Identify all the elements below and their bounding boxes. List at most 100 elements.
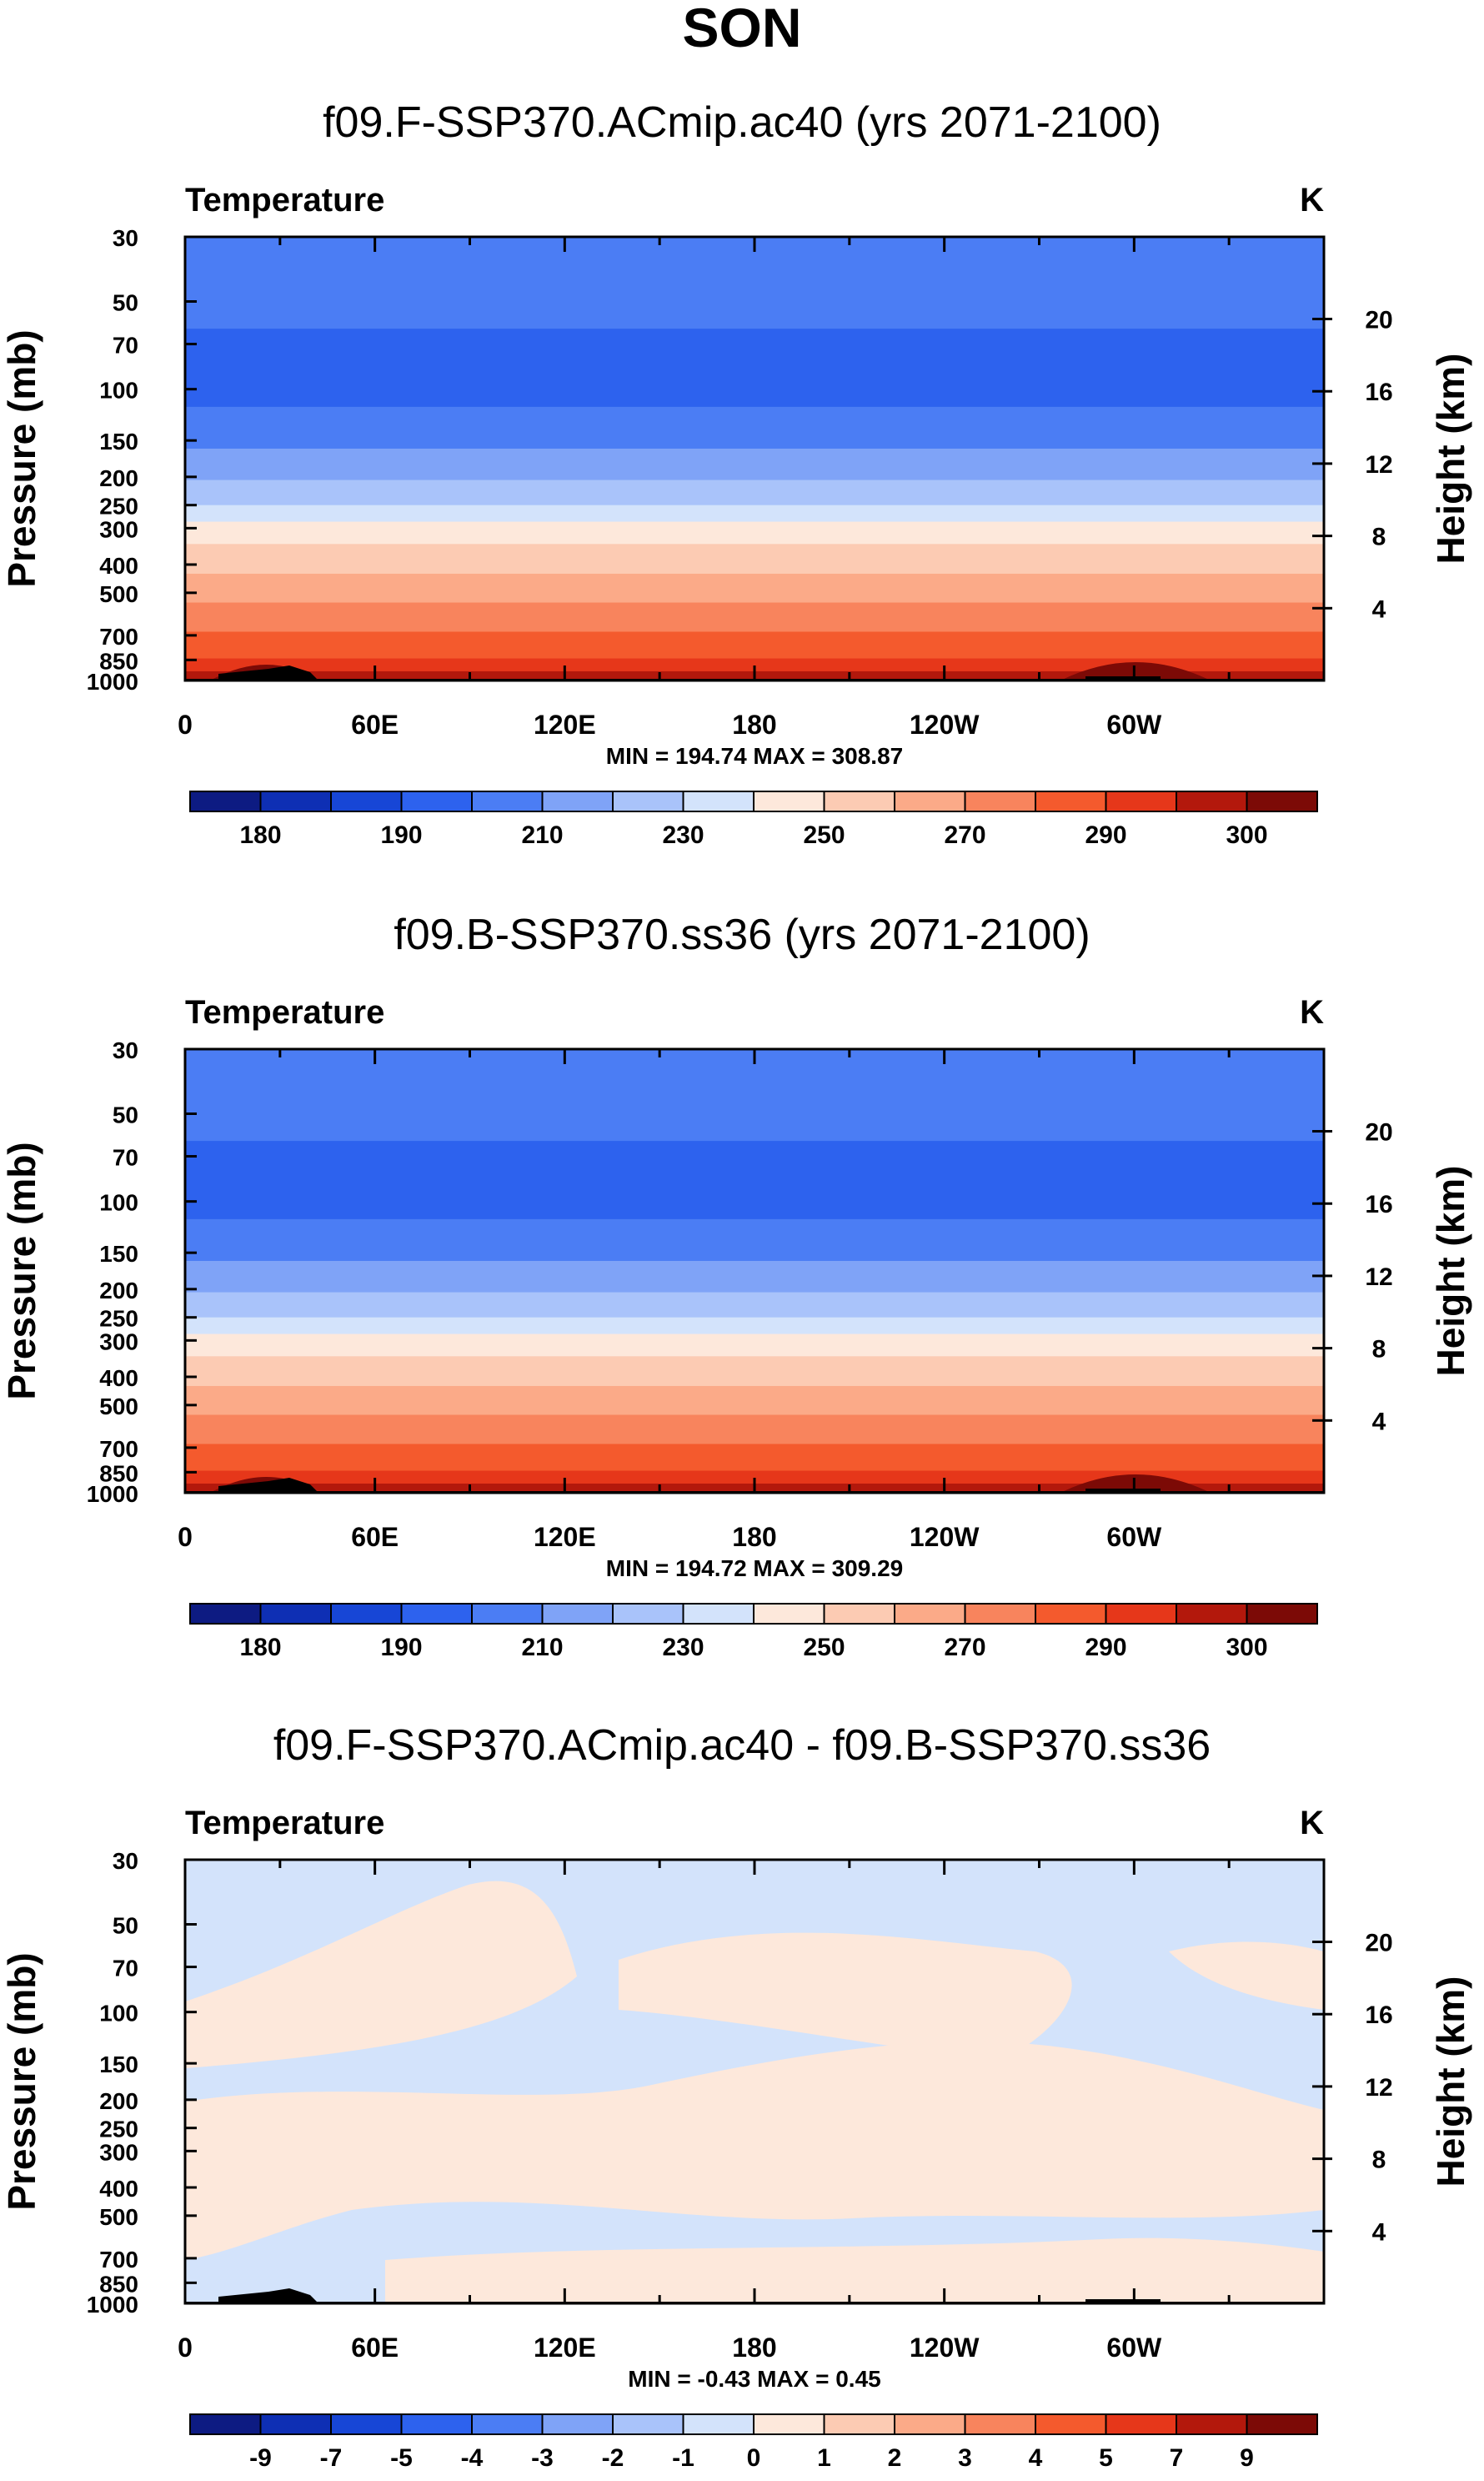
contour-band	[185, 1333, 1324, 1358]
colorbar-label: 210	[521, 821, 563, 849]
panel-1: f09.F-SSP370.ACmip.ac40 (yrs 2071-2100) T…	[0, 98, 1472, 849]
pressure-tick-label: 300	[99, 1328, 138, 1354]
colorbar-cell	[1246, 2413, 1318, 2435]
contour-band	[185, 406, 1324, 449]
lon-tick-label: 60E	[351, 1522, 399, 1552]
panel-title: f09.F-SSP370.ACmip.ac40 - f09.B-SSP370.s…	[273, 1721, 1211, 1770]
height-tick-label: 16	[1365, 1191, 1392, 1218]
colorbar-label: 290	[1085, 1634, 1126, 1661]
colorbar-cell	[1105, 791, 1177, 812]
colorbar-cell	[1035, 791, 1107, 812]
contour-band	[185, 1218, 1324, 1262]
min-max-label: MIN = 194.74 MAX = 308.87	[606, 743, 903, 769]
pressure-tick-label: 200	[99, 465, 138, 491]
colorbar-label: 0	[747, 2444, 761, 2472]
pressure-tick-label: 300	[99, 516, 138, 542]
colorbar-label: -4	[461, 2444, 484, 2472]
figure-title: SON	[682, 0, 801, 58]
height-tick-label: 12	[1365, 1263, 1392, 1291]
colorbar-cell	[1246, 791, 1318, 812]
contour-band	[185, 1444, 1324, 1472]
pressure-tick-label: 100	[99, 1190, 138, 1216]
y-axis-right-label: Height (km)	[1429, 1166, 1472, 1377]
panel-2: f09.B-SSP370.ss36 (yrs 2071-2100) Tempera…	[0, 911, 1472, 1661]
colorbar-label: -1	[672, 2444, 694, 2472]
y-axis-right-label: Height (km)	[1429, 1976, 1472, 2187]
pressure-tick-label: 400	[99, 1365, 138, 1391]
colorbar-cell	[189, 1603, 262, 1625]
contour-band	[185, 1292, 1324, 1318]
topography	[218, 2288, 318, 2303]
colorbar-cell	[682, 1603, 755, 1625]
lon-tick-label: 0	[178, 2333, 193, 2363]
colorbar-cell	[1246, 1603, 1318, 1625]
colorbar-cell	[330, 791, 403, 812]
pressure-tick-label: 200	[99, 2088, 138, 2114]
panel-3: f09.F-SSP370.ACmip.ac40 - f09.B-SSP370.s…	[0, 1721, 1472, 2472]
colorbar-cell	[894, 2413, 966, 2435]
pressure-tick-label: 70	[113, 1145, 138, 1171]
pressure-tick-label: 850	[99, 2271, 138, 2297]
pressure-tick-label: 250	[99, 494, 138, 520]
lon-tick-label: 120E	[534, 1522, 596, 1552]
colorbar-label: 1	[817, 2444, 831, 2472]
colorbar-cell	[753, 1603, 825, 1625]
units-label: K	[1300, 994, 1324, 1031]
min-max-label: MIN = -0.43 MAX = 0.45	[628, 2366, 880, 2392]
colorbar-cell	[753, 2413, 825, 2435]
colorbar-label: -3	[531, 2444, 554, 2472]
lon-tick-label: 180	[732, 1522, 776, 1552]
pressure-tick-label: 850	[99, 648, 138, 674]
colorbar-label: 210	[521, 1634, 563, 1661]
contour-band	[185, 1141, 1324, 1220]
panels: f09.F-SSP370.ACmip.ac40 (yrs 2071-2100) T…	[0, 98, 1472, 2472]
contour-band	[185, 544, 1324, 575]
lon-tick-label: 180	[732, 710, 776, 740]
colorbar-cell	[541, 791, 614, 812]
contour-band	[1060, 1474, 1211, 1493]
lon-tick-label: 0	[178, 710, 193, 740]
pressure-tick-label: 700	[99, 624, 138, 650]
lon-tick-label: 60W	[1106, 1522, 1162, 1552]
height-tick-label: 12	[1365, 2074, 1392, 2102]
colorbar-cell	[400, 2413, 473, 2435]
colorbar-label: 300	[1226, 821, 1267, 849]
contour-band	[1169, 1941, 1324, 2010]
colorbar-label: 290	[1085, 821, 1126, 849]
colorbar-label: 180	[239, 1634, 281, 1661]
colorbar-cell	[1176, 1603, 1248, 1625]
topography	[1085, 676, 1161, 681]
contour-band	[185, 1414, 1324, 1445]
colorbar-cell	[259, 791, 332, 812]
contour-band	[185, 1356, 1324, 1387]
colorbar-cell	[1105, 1603, 1177, 1625]
topography	[1085, 1489, 1161, 1493]
pressure-tick-label: 50	[113, 1102, 138, 1128]
colorbar-cell	[1105, 2413, 1177, 2435]
lon-tick-label: 0	[178, 1522, 193, 1552]
colorbar-label: 3	[958, 2444, 972, 2472]
colorbar-cell	[612, 2413, 684, 2435]
contour-band	[185, 1317, 1324, 1335]
colorbar-cell	[259, 1603, 332, 1625]
contour-band	[185, 480, 1324, 506]
lon-tick-label: 60W	[1106, 710, 1162, 740]
colorbar-cell	[1035, 2413, 1107, 2435]
height-tick-label: 20	[1365, 1930, 1392, 1957]
colorbar-cell	[1176, 2413, 1248, 2435]
pressure-tick-label: 1000	[87, 1481, 138, 1507]
topography	[218, 665, 318, 681]
colorbar-cell	[189, 791, 262, 812]
colorbar-label: -5	[390, 2444, 413, 2472]
contour-band	[185, 329, 1324, 408]
colorbar-cell	[471, 791, 544, 812]
contour-band	[185, 2042, 1324, 2260]
colorbar-cell	[330, 2413, 403, 2435]
colorbar-label: 190	[380, 821, 422, 849]
pressure-tick-label: 700	[99, 1436, 138, 1462]
colorbar-label: 230	[662, 821, 704, 849]
y-axis-right-label: Height (km)	[1429, 354, 1472, 565]
colorbar-cell	[259, 2413, 332, 2435]
pressure-tick-label: 200	[99, 1278, 138, 1303]
pressure-tick-label: 700	[99, 2247, 138, 2273]
